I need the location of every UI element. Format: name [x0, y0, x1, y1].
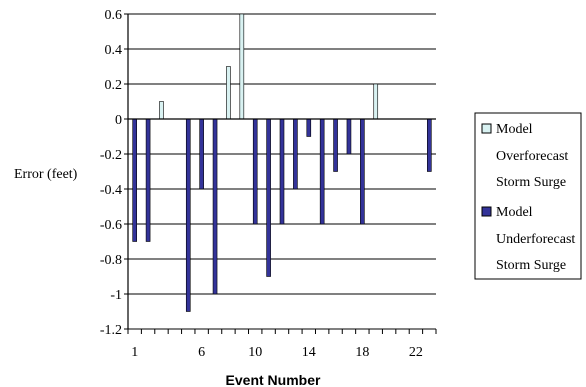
y-tick-label: -0.6 [100, 218, 122, 233]
x-tick-label: 22 [409, 345, 423, 360]
y-tick-label: -0.4 [100, 183, 122, 198]
y-tick-label: 0.4 [105, 43, 123, 58]
bar-overforecast [239, 13, 245, 120]
legend-label-underforecast-line2: Underforecast [496, 232, 575, 247]
y-tick-label: -0.8 [100, 253, 122, 268]
y-tick-labels: 0.6 0.4 0.2 0 -0.2 -0.4 -0.6 -0.8 -1 -1.2 [100, 8, 122, 338]
legend: Model Overforecast Storm Surge Model Und… [474, 112, 582, 280]
y-tick-label: -0.2 [100, 148, 122, 163]
bar-underforecast [185, 118, 191, 312]
bar-underforecast [360, 118, 365, 225]
x-tick-label: 1 [131, 345, 138, 360]
legend-label-overforecast-line1: Model [496, 122, 533, 137]
legend-label-overforecast-line3: Storm Surge [496, 175, 566, 190]
x-axis-label: Event Number [226, 372, 321, 387]
bar-underforecast [346, 118, 352, 155]
bar-underforecast [145, 118, 151, 242]
bar-underforecast [212, 118, 218, 295]
y-tick-label: 0.2 [105, 78, 123, 93]
legend-swatch-overforecast [481, 123, 492, 134]
bars [132, 13, 432, 312]
bar-overforecast [226, 66, 231, 120]
legend-swatch-underforecast [481, 206, 492, 217]
bar-underforecast [252, 118, 258, 225]
x-tick-label: 18 [355, 345, 369, 360]
y-tick-label: 0 [115, 113, 122, 128]
y-tick-label: -1.2 [100, 323, 122, 338]
y-axis-label: Error (feet) [14, 167, 78, 182]
legend-label-underforecast-line3: Storm Surge [496, 258, 566, 273]
bar-underforecast [266, 118, 271, 277]
legend-label-underforecast-line1: Model [496, 205, 533, 220]
bar-underforecast [199, 118, 204, 190]
bar-underforecast [132, 118, 137, 242]
bar-underforecast [279, 118, 285, 225]
bar-underforecast [306, 118, 312, 137]
bar-underforecast [333, 118, 338, 172]
bar-overforecast [159, 101, 164, 120]
y-tick-label: 0.6 [105, 8, 123, 23]
x-tick-labels: 1 6 10 14 18 22 [131, 345, 423, 360]
x-tick-label: 14 [302, 345, 316, 360]
legend-label-overforecast-line2: Overforecast [496, 149, 568, 164]
bar-underforecast [319, 118, 325, 225]
bar-underforecast [427, 118, 432, 172]
bar-underforecast [293, 118, 298, 190]
legend-box [474, 112, 582, 280]
y-tick-label: -1 [110, 288, 122, 303]
axes [124, 13, 437, 334]
bar-overforecast [373, 83, 379, 120]
x-tick-label: 10 [248, 345, 262, 360]
x-tick-label: 6 [198, 345, 205, 360]
